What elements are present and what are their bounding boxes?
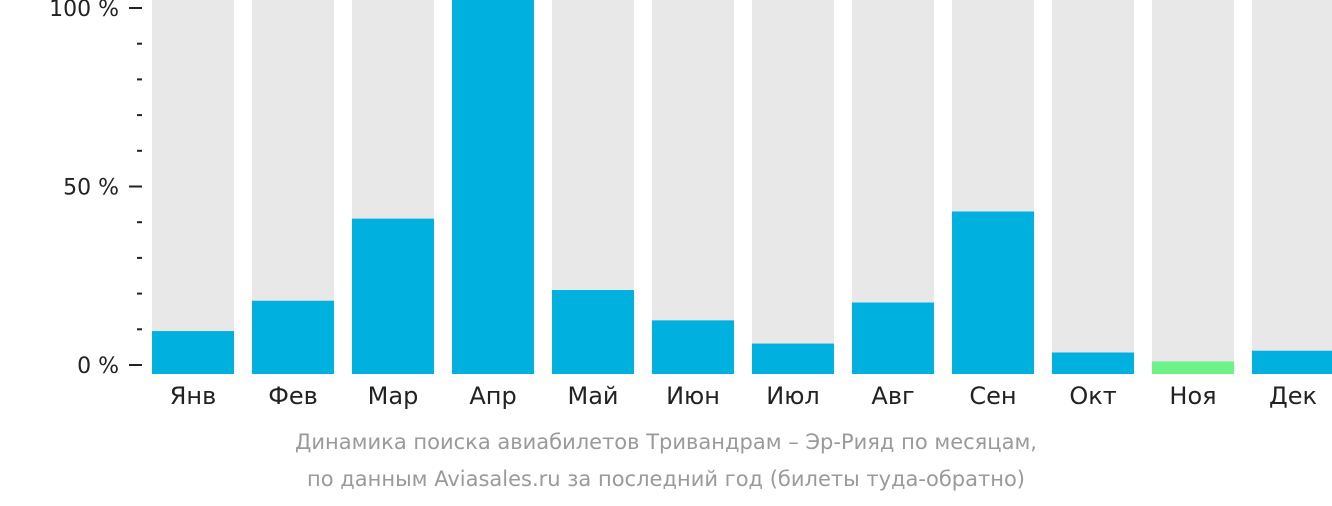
x-tick-label: Дек <box>1269 382 1317 410</box>
x-tick-label: Июл <box>766 382 820 410</box>
y-tick-label: 50 % <box>63 176 119 201</box>
x-tick-label: Янв <box>170 382 217 410</box>
y-axis: 100 % 50 % 0 % <box>49 0 142 379</box>
x-tick-label: Апр <box>469 382 516 410</box>
bar <box>252 300 334 374</box>
bar <box>1152 361 1234 374</box>
bar-background <box>1152 0 1234 374</box>
bar <box>952 211 1034 374</box>
bar <box>552 290 634 374</box>
bar-background <box>752 0 834 374</box>
x-tick-label: Фев <box>268 382 318 410</box>
x-axis-labels: Янв Фев Мар Апр Май Июн Июл Авг Сен Окт Ноя Дек <box>170 382 1317 410</box>
chart-caption-line-1: Динамика поиска авиабилетов Тривандрам –… <box>295 430 1037 454</box>
bar <box>152 331 234 374</box>
bar <box>352 218 434 374</box>
x-tick-label: Авг <box>871 382 914 410</box>
bar <box>752 343 834 374</box>
bar <box>1252 350 1332 374</box>
y-tick-label: 0 % <box>77 354 119 379</box>
chart-caption-line-2: по данным Aviasales.ru за последний год … <box>307 467 1025 491</box>
x-tick-label: Мар <box>368 382 419 410</box>
x-tick-label: Окт <box>1069 382 1116 410</box>
bar-background <box>1052 0 1134 374</box>
bar-background <box>652 0 734 374</box>
bar-background <box>152 0 234 374</box>
bar <box>852 302 934 374</box>
bar <box>1052 352 1134 374</box>
bar-background <box>1252 0 1332 374</box>
bars <box>152 0 1332 374</box>
bar <box>652 320 734 374</box>
x-tick-label: Сен <box>969 382 1016 410</box>
x-tick-label: Июн <box>666 382 720 410</box>
x-tick-label: Ноя <box>1169 382 1216 410</box>
y-tick-label: 100 % <box>49 0 119 22</box>
x-tick-label: Май <box>567 382 618 410</box>
bar <box>452 0 534 374</box>
